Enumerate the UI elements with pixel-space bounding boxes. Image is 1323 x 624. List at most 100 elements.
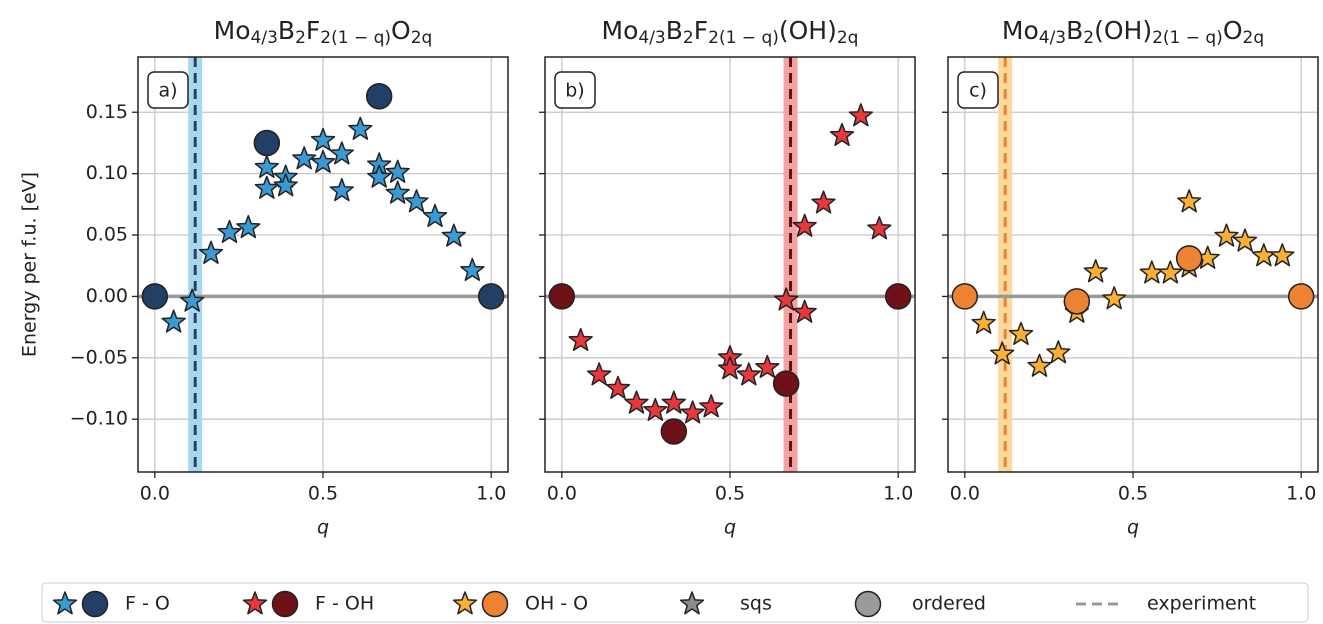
panel-label-box <box>554 71 596 109</box>
star-point <box>242 591 268 615</box>
star-point <box>460 257 485 282</box>
star-point <box>254 154 279 178</box>
star-point <box>217 219 242 244</box>
title-subscript: 2(1 − q) <box>1152 28 1223 48</box>
y-tick-label: 0.00 <box>86 285 128 307</box>
star-point <box>404 189 429 213</box>
y-tick-label: 0.10 <box>86 162 128 184</box>
star-point <box>679 591 705 615</box>
star-point <box>605 375 631 399</box>
circle-point <box>1287 283 1315 310</box>
legend-label: OH - O <box>525 593 588 615</box>
title-subscript: 2q <box>411 28 433 48</box>
title-part: B <box>1066 16 1083 45</box>
title-part: Mo <box>602 16 639 45</box>
circle-point <box>951 283 979 310</box>
title-subscript: 2(1 − q) <box>708 28 779 48</box>
star-point <box>52 591 78 615</box>
legend-label: F - O <box>125 593 170 615</box>
circle-point <box>141 283 169 310</box>
y-axis-label: Energy per f.u. [eV] <box>19 172 41 357</box>
circle-point <box>365 83 393 110</box>
star-point <box>329 178 354 202</box>
x-tick-label: 0.5 <box>715 483 745 505</box>
star-point <box>717 356 743 380</box>
legend-label: sqs <box>740 593 772 615</box>
circle-point <box>1175 245 1203 272</box>
star-point <box>329 141 354 165</box>
star-point <box>699 394 724 418</box>
title-part: (OH) <box>1094 16 1152 45</box>
star-point <box>661 390 686 414</box>
circle-point <box>81 590 109 618</box>
plot-frame <box>137 56 509 473</box>
star-point <box>1046 340 1071 364</box>
star-point <box>1177 189 1202 213</box>
title-subscript: 4/3 <box>1039 28 1066 48</box>
star-point <box>848 103 874 127</box>
star-point <box>179 288 205 312</box>
star-point <box>452 591 478 615</box>
title-part: B <box>666 16 683 45</box>
y-tick-label: 0.15 <box>86 101 128 123</box>
star-point <box>236 214 261 239</box>
star-point <box>1083 259 1108 283</box>
experiment-band <box>188 57 203 472</box>
star-point <box>1158 260 1183 284</box>
title-subscript: 2 <box>295 28 306 48</box>
legend-box <box>41 582 1309 623</box>
star-point <box>989 341 1015 365</box>
star-point <box>292 146 317 170</box>
title-part: O <box>391 16 411 45</box>
star-point <box>310 149 336 174</box>
star-point <box>385 180 410 204</box>
x-tick-label: 0.0 <box>547 483 577 505</box>
star-point <box>1214 223 1239 247</box>
star-point <box>422 203 448 228</box>
title-part: B <box>278 16 295 45</box>
star-point <box>198 240 224 264</box>
title-subscript: 2(1 − q) <box>320 28 391 48</box>
circle-point <box>854 590 882 618</box>
title-part: O <box>1223 16 1243 45</box>
panel-label: b) <box>565 80 584 102</box>
star-point <box>310 127 336 151</box>
x-tick-label: 1.0 <box>883 483 913 505</box>
circle-point <box>660 418 688 445</box>
circle-point <box>772 370 800 397</box>
circle-point <box>884 283 912 310</box>
star-point <box>867 216 892 240</box>
star-point <box>755 354 780 379</box>
star-point <box>1251 243 1277 267</box>
plot-frame <box>544 56 916 473</box>
star-point <box>1008 321 1034 345</box>
star-point <box>736 362 761 386</box>
star-point <box>348 116 373 140</box>
star-point <box>680 400 705 424</box>
x-tick-label: 0.0 <box>140 483 170 505</box>
legend-label: ordered <box>912 593 986 615</box>
star-point <box>1027 353 1052 377</box>
y-tick-label: 0.05 <box>86 224 128 246</box>
star-point <box>161 309 186 333</box>
title-part: (OH) <box>779 16 837 45</box>
star-point <box>1102 286 1127 310</box>
star-point <box>811 190 836 214</box>
panel-title: Mo4/3B2F2(1 − q)O2q <box>214 16 433 48</box>
star-point <box>441 223 467 247</box>
star-point <box>643 397 668 422</box>
plot-frame <box>947 56 1319 473</box>
panel-title: Mo4/3B2(OH)2(1 − q)O2q <box>1002 16 1264 48</box>
x-axis-label: q <box>724 517 736 539</box>
star-point <box>385 159 410 183</box>
title-part: Mo <box>214 16 251 45</box>
circle-point <box>477 283 505 310</box>
star-point <box>624 390 649 414</box>
title-subscript: 2q <box>837 28 859 48</box>
panel-label: c) <box>969 80 987 102</box>
legend-label: F - OH <box>315 593 374 615</box>
title-part: F <box>306 16 320 45</box>
circle-point <box>271 590 299 618</box>
x-tick-label: 0.5 <box>308 483 338 505</box>
